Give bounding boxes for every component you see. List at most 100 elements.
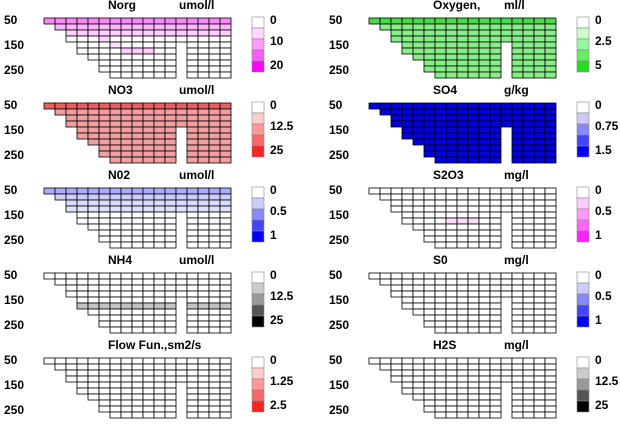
grid-cell: [87, 41, 100, 49]
grid-cell: [76, 363, 89, 371]
grid-cell: [390, 363, 403, 371]
grid-cell: [120, 296, 133, 304]
grid-cell: [186, 114, 199, 122]
grid-cell: [109, 150, 122, 158]
grid-cell: [131, 108, 144, 116]
grid-cell: [445, 211, 458, 219]
grid-cell: [87, 53, 100, 61]
panel-flow: Flow Fun.,sm2/s 50 150 250 0 1.25 2.5: [4, 338, 294, 419]
grid-cell: [533, 120, 546, 128]
grid-cell: [175, 369, 188, 377]
grid-cell: [131, 387, 144, 395]
grid-cell: [98, 217, 111, 225]
grid-cell: [456, 296, 469, 304]
grid-cell: [131, 363, 144, 371]
grid-cell: [142, 241, 155, 249]
grid-cell: [87, 357, 100, 365]
panel-no3: NO3 umol/l 50 150 250 0 12.5 25: [4, 83, 294, 164]
grid-cell: [219, 199, 232, 207]
grid-cell: [434, 357, 447, 365]
grid-cell: [522, 29, 535, 37]
grid-cell: [164, 29, 177, 37]
depth-tick-label: 50: [4, 13, 18, 27]
grid-cell: [489, 17, 502, 25]
grid-cell: [423, 235, 436, 243]
grid-cell: [109, 290, 122, 298]
grid-cell: [467, 53, 480, 61]
depth-tick-label: 50: [4, 353, 18, 367]
grid-cell: [197, 272, 210, 280]
grid-cell: [489, 308, 502, 316]
panel-title: NH4: [108, 253, 132, 267]
grid-cell: [445, 393, 458, 401]
grid-cell: [87, 375, 100, 383]
grid-cell: [511, 53, 524, 61]
grid-cell: [511, 326, 524, 334]
grid-cell: [456, 399, 469, 407]
grid-cell: [120, 357, 133, 365]
grid-cell: [208, 138, 221, 146]
grid-cell: [456, 326, 469, 334]
grid-cell: [478, 211, 491, 219]
grid-cell: [186, 223, 199, 231]
legend-label: 10: [270, 34, 284, 48]
grid-cell: [142, 211, 155, 219]
grid-cell: [131, 41, 144, 49]
grid-cell: [98, 272, 111, 280]
grid-cell: [197, 132, 210, 140]
grid-cell: [208, 296, 221, 304]
grid-cell: [186, 375, 199, 383]
grid-cell: [142, 193, 155, 201]
grid-cell: [109, 59, 122, 67]
legend-swatch: [576, 367, 590, 380]
grid-cell: [445, 278, 458, 286]
grid-cell: [390, 290, 403, 298]
grid-cell: [120, 235, 133, 243]
grid-cell: [197, 65, 210, 73]
grid-cell: [423, 193, 436, 201]
panel-oxygen: Oxygen, ml/l 50 150 250 0 2.5 5: [329, 0, 612, 79]
grid-cell: [390, 29, 403, 37]
grid-cell: [412, 387, 425, 395]
legend-swatch: [576, 378, 590, 391]
grid-cell: [175, 193, 188, 201]
grid-cell: [98, 144, 111, 152]
grid-cell: [478, 71, 491, 79]
grid-cell: [434, 17, 447, 25]
grid-cell: [197, 59, 210, 67]
grid-cell: [164, 302, 177, 310]
grid-cell: [478, 241, 491, 249]
grid-cell: [522, 144, 535, 152]
grid-cell: [500, 23, 513, 31]
grid-cell: [434, 150, 447, 158]
grid-cell: [500, 120, 513, 128]
grid-cell: [76, 35, 89, 43]
grid-cell: [164, 150, 177, 158]
grid-cell: [467, 114, 480, 122]
grid-cell: [98, 53, 111, 61]
grid-cell: [511, 363, 524, 371]
grid-cell: [219, 393, 232, 401]
grid-cell: [522, 35, 535, 43]
grid-cell: [131, 65, 144, 73]
grid-cell: [412, 187, 425, 195]
grid-cell: [511, 278, 524, 286]
grid-cell: [197, 41, 210, 49]
grid-cell: [423, 108, 436, 116]
grid-cell: [219, 326, 232, 334]
grid-cell: [131, 71, 144, 79]
grid-cell: [511, 284, 524, 292]
grid-cell: [544, 138, 557, 146]
grid-cell: [522, 126, 535, 134]
grid-cell: [120, 59, 133, 67]
depth-tick-label: 250: [329, 233, 349, 247]
legend-swatch: [251, 186, 265, 199]
grid-cell: [544, 320, 557, 328]
grid-cell: [467, 399, 480, 407]
grid-cell: [511, 387, 524, 395]
grid-cell: [533, 150, 546, 158]
grid-cell: [186, 405, 199, 413]
grid-cell: [219, 357, 232, 365]
grid-cell: [142, 405, 155, 413]
grid-cell: [142, 217, 155, 225]
